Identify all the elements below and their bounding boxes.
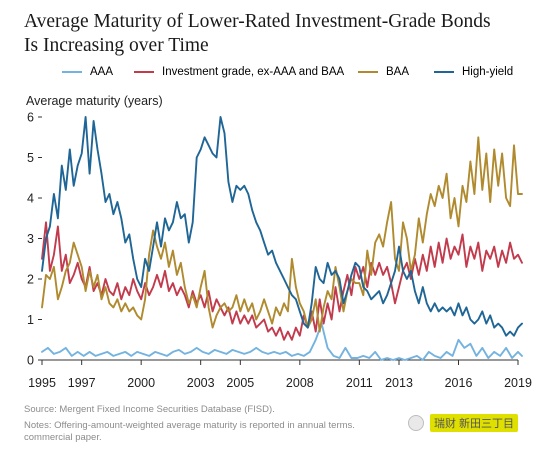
notes-line-2: commercial paper.	[24, 432, 102, 443]
series-line-aaa	[41, 322, 523, 361]
legend-label-high-yield: High-yield	[462, 66, 514, 78]
legend-label-investment-grade: Investment grade, ex-AAA and BAA	[162, 66, 345, 78]
chart-title: Average Maturity of Lower-Rated Investme…	[24, 10, 534, 58]
series-line-high-yield	[41, 116, 523, 337]
x-tick-label: 1997	[68, 376, 96, 390]
x-tick-label: 2013	[385, 376, 413, 390]
x-tick-label: 2003	[187, 376, 215, 390]
y-tick-label: 1	[27, 313, 34, 327]
axes: 0 1 2 3 4 5 6 1995 1997 2000 2003 2005 2008 2011 2013 2…	[27, 111, 532, 391]
series-line-investment-grade-ex-aaa-and-baa	[41, 221, 523, 341]
legend-label-baa: BAA	[386, 66, 410, 78]
x-tick-label: 2019	[504, 376, 532, 390]
series-layer	[41, 116, 523, 361]
x-tick-label: 1995	[28, 376, 56, 390]
legend-swatch-aaa	[62, 71, 82, 73]
legend-item-high-yield: High-yield	[434, 66, 513, 78]
x-tick-label: 2000	[127, 376, 155, 390]
legend-item-aaa: AAA	[62, 66, 113, 78]
y-tick-label: 6	[27, 111, 34, 125]
legend-item-baa: BAA	[358, 66, 409, 78]
legend-swatch-baa	[358, 71, 378, 73]
x-tick-label: 2008	[286, 376, 314, 390]
x-tick-label: 2011	[346, 376, 373, 390]
y-tick-label: 4	[27, 192, 34, 206]
notes-line-1: Notes: Offering-amount-weighted average …	[24, 420, 355, 431]
watermark: 瑞财 新田三丁目	[408, 414, 519, 432]
x-tick-label: 2016	[445, 376, 473, 390]
series-line-baa	[41, 136, 523, 333]
legend-label-aaa: AAA	[90, 66, 114, 78]
chart-title-line-1: Average Maturity of Lower-Rated Investme…	[24, 11, 491, 32]
y-tick-label: 3	[27, 232, 34, 246]
watermark-text: 瑞财 新田三丁目	[430, 414, 519, 432]
y-tick-label: 0	[27, 354, 34, 368]
legend-swatch-high-yield	[434, 71, 454, 73]
x-tick-label: 2005	[226, 376, 254, 390]
y-tick-label: 5	[27, 151, 34, 165]
legend-swatch-investment-grade	[134, 71, 154, 73]
chart-legend: AAA Investment grade, ex-AAA and BAA BAA…	[62, 66, 542, 82]
chart-title-line-2: Is Increasing over Time	[24, 35, 209, 56]
y-axis-label: Average maturity (years)	[26, 94, 163, 108]
legend-item-investment-grade: Investment grade, ex-AAA and BAA	[134, 66, 344, 78]
notes: Notes: Offering-amount-weighted average …	[24, 420, 424, 444]
source-note: Source: Mergent Fixed Income Securities …	[24, 404, 275, 415]
y-tick-label: 2	[27, 273, 34, 287]
wechat-logo-icon	[408, 415, 424, 431]
